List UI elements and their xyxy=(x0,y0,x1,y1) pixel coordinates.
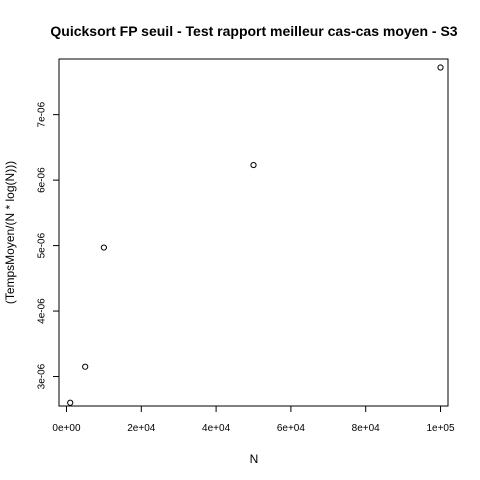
plot-area-frame xyxy=(58,58,449,407)
x-tick-label: 1e+05 xyxy=(426,423,455,434)
scatter-point xyxy=(67,399,74,406)
scatter-point xyxy=(100,244,107,251)
y-tick-label: 7e-06 xyxy=(37,101,48,127)
scatter-point xyxy=(82,363,89,370)
scatter-point xyxy=(437,64,444,71)
y-tick-label: 6e-06 xyxy=(37,167,48,193)
x-tick-label: 0e+00 xyxy=(52,423,81,434)
x-tick-label: 2e+04 xyxy=(127,423,156,434)
data-points xyxy=(67,64,444,406)
y-tick-label: 4e-06 xyxy=(37,298,48,324)
x-tick-label: 8e+04 xyxy=(352,423,381,434)
x-tick-label: 6e+04 xyxy=(277,423,306,434)
y-axis-label: (TempsMoyen/(N * log(N))) xyxy=(3,161,17,304)
scatter-point xyxy=(250,161,257,169)
chart-title: Quicksort FP seuil - Test rapport meille… xyxy=(50,23,457,39)
y-tick-label: 5e-06 xyxy=(37,232,48,258)
x-tick-label: 4e+04 xyxy=(202,423,231,434)
x-axis-label: N xyxy=(250,452,259,466)
y-axis: 3e-06 4e-06 5e-06 6e-06 7e-06 xyxy=(37,101,59,389)
y-tick-label: 3e-06 xyxy=(37,363,48,389)
x-axis: 0e+00 2e+04 4e+04 6e+04 8e+04 1e+05 xyxy=(52,406,455,434)
